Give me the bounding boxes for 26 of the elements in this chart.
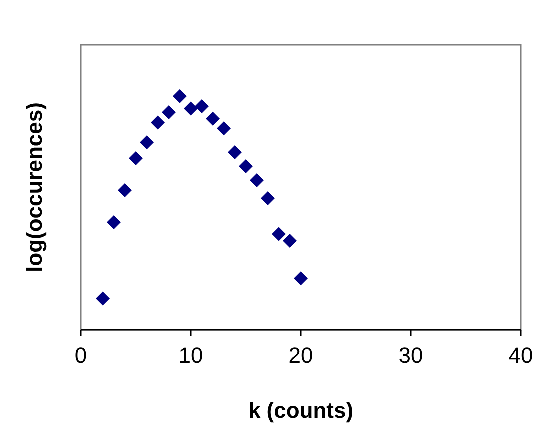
point <box>228 145 242 160</box>
point <box>96 292 110 306</box>
point <box>107 216 121 230</box>
point <box>184 102 198 116</box>
point <box>239 159 253 174</box>
x-tick-label: 20 <box>288 343 314 368</box>
x-tick-label: 30 <box>398 343 424 368</box>
x-tick-label: 40 <box>508 343 534 368</box>
point <box>283 234 297 248</box>
x-tick-label: 10 <box>178 343 204 368</box>
point <box>206 112 220 126</box>
y-axis-title: log(occurences) <box>22 102 47 272</box>
point <box>217 122 231 136</box>
point <box>151 116 165 130</box>
x-axis-title: k (counts) <box>248 398 354 423</box>
point <box>250 173 264 188</box>
point <box>272 227 286 242</box>
point <box>140 136 154 150</box>
point <box>195 99 209 114</box>
point <box>261 191 275 206</box>
point <box>129 152 143 166</box>
point <box>162 106 176 120</box>
x-tick-label: 0 <box>74 343 88 368</box>
point <box>173 89 187 104</box>
point <box>294 272 308 286</box>
point <box>118 184 132 198</box>
